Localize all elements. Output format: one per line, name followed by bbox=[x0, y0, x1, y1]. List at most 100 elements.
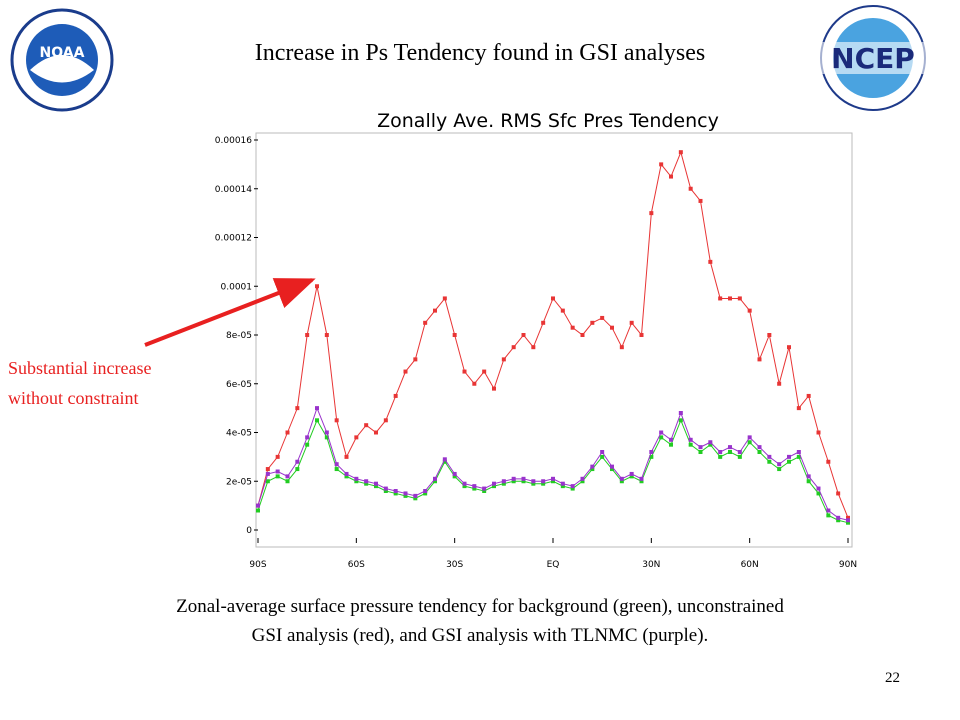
plot-frame bbox=[255, 132, 853, 548]
y-tick-label: 4e-05 bbox=[226, 429, 252, 439]
point bbox=[678, 418, 683, 423]
point bbox=[619, 479, 624, 484]
y-tick-label: 2e-05 bbox=[226, 477, 252, 487]
x-tick-label: EQ bbox=[547, 560, 560, 570]
point bbox=[836, 491, 841, 496]
point bbox=[403, 369, 408, 374]
point bbox=[570, 486, 575, 491]
point bbox=[541, 479, 546, 484]
point bbox=[462, 481, 467, 486]
point bbox=[501, 479, 506, 484]
point bbox=[806, 479, 811, 484]
y-tick-label: 0.0001 bbox=[221, 282, 253, 292]
slide-title: Increase in Ps Tendency found in GSI ana… bbox=[255, 40, 705, 66]
point bbox=[315, 284, 319, 289]
point bbox=[737, 454, 742, 459]
point bbox=[560, 484, 565, 489]
point bbox=[374, 430, 378, 435]
point bbox=[413, 496, 418, 501]
point bbox=[521, 333, 526, 337]
point bbox=[393, 489, 398, 493]
point bbox=[708, 259, 713, 264]
point bbox=[403, 493, 408, 498]
point bbox=[511, 345, 516, 350]
point bbox=[669, 437, 673, 442]
point bbox=[472, 381, 477, 386]
point bbox=[364, 423, 369, 428]
point bbox=[334, 418, 339, 423]
point bbox=[708, 440, 713, 445]
point bbox=[649, 454, 654, 459]
point bbox=[265, 467, 270, 472]
point bbox=[275, 474, 280, 479]
point bbox=[521, 476, 526, 481]
point bbox=[806, 393, 811, 398]
point bbox=[295, 467, 300, 472]
point bbox=[501, 481, 506, 486]
point bbox=[580, 479, 585, 484]
point bbox=[403, 491, 408, 496]
point bbox=[836, 518, 841, 523]
point bbox=[531, 345, 536, 350]
point bbox=[265, 471, 270, 476]
point bbox=[531, 479, 536, 484]
point bbox=[669, 442, 673, 447]
y-tick-label: 6e-05 bbox=[226, 380, 252, 390]
point bbox=[354, 479, 359, 484]
point bbox=[354, 435, 359, 440]
point bbox=[344, 471, 349, 476]
x-tick-label: 90N bbox=[839, 560, 857, 570]
point bbox=[816, 491, 821, 496]
point bbox=[777, 381, 782, 386]
point bbox=[551, 296, 555, 301]
point bbox=[767, 454, 772, 459]
point bbox=[423, 320, 428, 325]
point bbox=[767, 333, 772, 337]
point bbox=[787, 459, 791, 464]
point bbox=[472, 484, 477, 489]
point bbox=[492, 386, 496, 391]
point bbox=[492, 481, 496, 486]
point bbox=[816, 486, 821, 491]
point bbox=[698, 450, 703, 454]
y-tick-label: 0.00012 bbox=[215, 234, 252, 244]
point bbox=[433, 308, 437, 313]
point bbox=[324, 430, 329, 435]
point bbox=[610, 467, 614, 472]
point bbox=[423, 489, 428, 493]
point bbox=[541, 320, 546, 325]
point bbox=[560, 308, 565, 313]
point bbox=[344, 474, 349, 479]
point bbox=[796, 454, 801, 459]
point bbox=[747, 435, 752, 440]
point bbox=[315, 418, 319, 423]
point bbox=[600, 454, 605, 459]
point bbox=[688, 186, 693, 191]
point bbox=[728, 445, 732, 450]
point bbox=[747, 308, 752, 313]
caption: Zonal-average surface pressure tendency … bbox=[176, 596, 784, 617]
point bbox=[688, 442, 693, 447]
point bbox=[472, 486, 477, 491]
y-tick-label: 0 bbox=[246, 526, 252, 536]
point bbox=[285, 474, 290, 479]
point bbox=[334, 462, 339, 467]
point bbox=[836, 515, 841, 520]
noaa-logo: NOAA bbox=[10, 8, 114, 112]
annotation: Substantial increase bbox=[8, 358, 151, 378]
point bbox=[737, 296, 742, 301]
point bbox=[600, 450, 605, 454]
point bbox=[551, 479, 555, 484]
point bbox=[492, 484, 496, 489]
point bbox=[442, 457, 447, 462]
point bbox=[393, 491, 398, 496]
point bbox=[718, 296, 723, 301]
point bbox=[737, 450, 742, 454]
point bbox=[305, 333, 310, 337]
noaa-text: NOAA bbox=[40, 45, 85, 61]
caption: GSI analysis (red), and GSI analysis wit… bbox=[252, 625, 709, 646]
chart-title: Zonally Ave. RMS Sfc Pres Tendency bbox=[377, 110, 719, 132]
point bbox=[787, 454, 791, 459]
point bbox=[816, 430, 821, 435]
point bbox=[639, 333, 644, 337]
